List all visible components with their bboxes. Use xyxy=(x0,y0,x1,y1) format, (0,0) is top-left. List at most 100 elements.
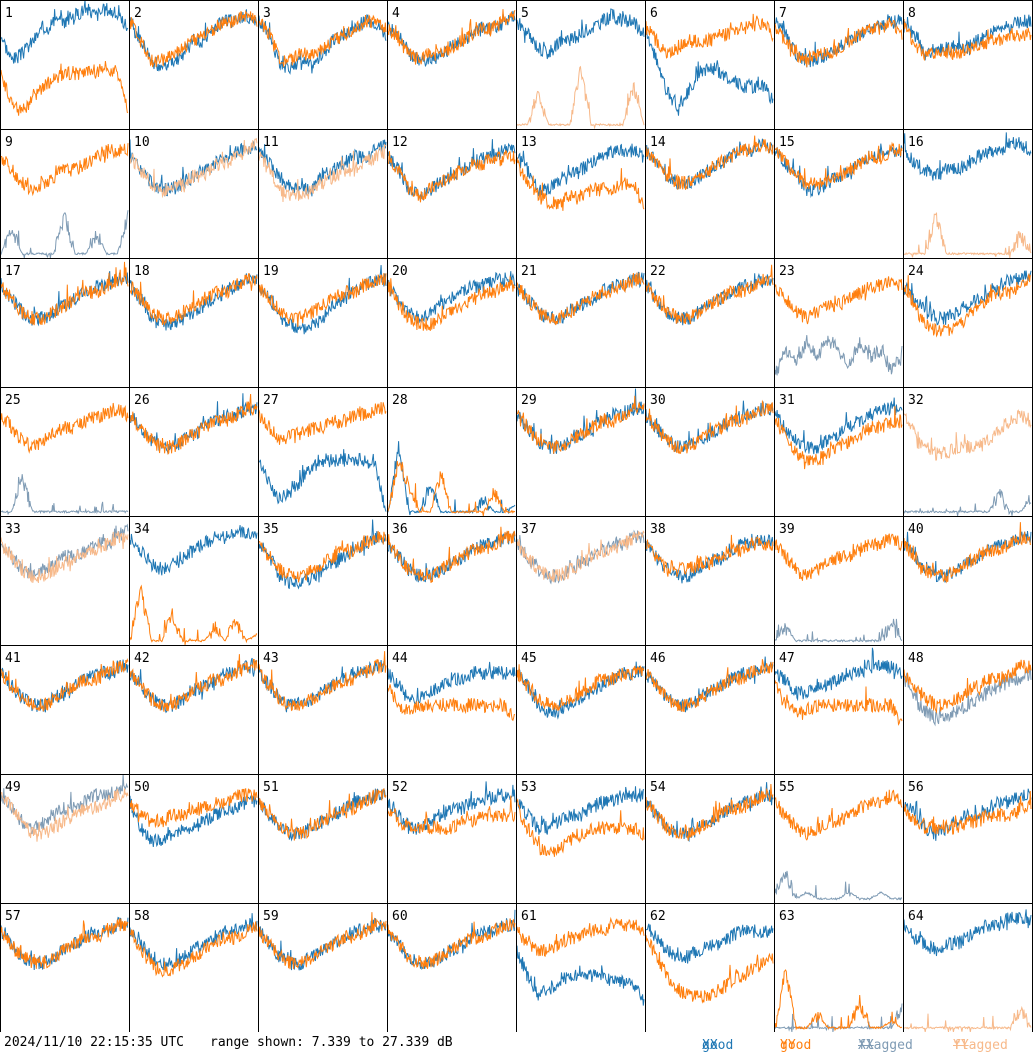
panel-24-xx-line xyxy=(903,270,1032,326)
panel-label: 51 xyxy=(263,780,279,795)
panel-50-yy-line xyxy=(129,787,258,829)
panel-3: 3 xyxy=(258,0,388,130)
panel-3-yy-line xyxy=(258,14,387,68)
panel-13-yy-line xyxy=(516,157,645,211)
panel-16-yy-line xyxy=(903,212,1032,258)
panel-9-frame xyxy=(0,129,130,259)
panel-4-xx-line xyxy=(387,10,516,68)
panel-7: 7 xyxy=(774,0,904,130)
panel-32-yy-line xyxy=(903,409,1032,461)
panel-56-yy-line xyxy=(903,790,1032,836)
panel-26: 26 xyxy=(129,387,259,517)
panel-27-yy-line xyxy=(258,402,387,445)
panel-label: 39 xyxy=(779,522,795,537)
panel-11: 11 xyxy=(258,129,388,259)
panel-label: 57 xyxy=(5,909,21,924)
panel-5-xx-line xyxy=(516,8,645,60)
panel-36-yy-line xyxy=(387,526,516,583)
panel-49-xx-line xyxy=(0,774,129,835)
panel-label: 47 xyxy=(779,651,795,666)
panel-label: 10 xyxy=(134,135,150,150)
panel-14-yy-line xyxy=(645,135,774,190)
panel-52-yy-line xyxy=(387,795,516,836)
panel-12: 12 xyxy=(387,129,517,259)
panel-label: 60 xyxy=(392,909,408,924)
panel-label: 12 xyxy=(392,135,408,150)
panel-51-yy-line xyxy=(258,788,387,841)
panel-44-xx-line xyxy=(387,661,516,705)
panel-label: 49 xyxy=(5,780,21,795)
panel-17-yy-line xyxy=(0,261,129,326)
panel-15: 15 xyxy=(774,129,904,259)
panel-label: 21 xyxy=(521,264,537,279)
panel-label: 35 xyxy=(263,522,279,537)
panel-21: 21 xyxy=(516,258,646,388)
panel-label: 27 xyxy=(263,393,279,408)
panel-27-xx-line xyxy=(258,449,387,512)
panel-25: 25 xyxy=(0,387,130,517)
panel-label: 42 xyxy=(134,651,150,666)
panel-52: 52 xyxy=(387,774,517,904)
panel-23-xx-line xyxy=(774,335,903,376)
legend-flagged-xx-pol: XX xyxy=(858,1038,874,1053)
panel-32: 32 xyxy=(903,387,1033,517)
panel-13: 13 xyxy=(516,129,646,259)
panel-label: 29 xyxy=(521,393,537,408)
panel-label: 26 xyxy=(134,393,150,408)
panel-1-xx-line xyxy=(0,0,129,64)
legend-flagged-yy-word: flagged xyxy=(953,1038,1008,1053)
panel-18-xx-line xyxy=(129,273,258,331)
panel-label: 46 xyxy=(650,651,666,666)
panel-label: 31 xyxy=(779,393,795,408)
panel-label: 62 xyxy=(650,909,666,924)
panel-17: 17 xyxy=(0,258,130,388)
panel-57: 57 xyxy=(0,903,130,1032)
panel-1-yy-line xyxy=(0,61,129,116)
panel-label: 36 xyxy=(392,522,408,537)
legend-flagged-xx-word: flagged xyxy=(858,1038,913,1053)
panel-54: 54 xyxy=(645,774,775,904)
panel-40: 40 xyxy=(903,516,1033,646)
panel-30: 30 xyxy=(645,387,775,517)
panel-44-yy-line xyxy=(387,684,516,722)
panel-label: 44 xyxy=(392,651,408,666)
panel-label: 8 xyxy=(908,6,916,21)
panel-9: 9 xyxy=(0,129,130,259)
panel-57-yy-line xyxy=(0,918,129,970)
panel-label: 18 xyxy=(134,264,150,279)
panel-21-yy-line xyxy=(516,272,645,326)
panel-18: 18 xyxy=(129,258,259,388)
panel-label: 23 xyxy=(779,264,795,279)
panel-label: 9 xyxy=(5,135,13,150)
panel-label: 13 xyxy=(521,135,537,150)
panel-36: 36 xyxy=(387,516,517,646)
panel-19: 19 xyxy=(258,258,388,388)
panel-9-yy-line xyxy=(1,143,129,197)
panel-label: 3 xyxy=(263,6,271,21)
legend-flagged-yy-pol: YY xyxy=(953,1038,969,1053)
panel-49-yy-line xyxy=(0,788,129,842)
panel-27: 27 xyxy=(258,387,388,517)
panel-label: 59 xyxy=(263,909,279,924)
panel-label: 53 xyxy=(521,780,537,795)
panel-29-yy-line xyxy=(516,395,645,454)
panel-51-xx-line xyxy=(258,788,387,842)
panel-label: 54 xyxy=(650,780,666,795)
panel-33: 33 xyxy=(0,516,130,646)
panel-label: 45 xyxy=(521,651,537,666)
panel-58-xx-line xyxy=(129,913,258,971)
panel-2-yy-line xyxy=(129,9,258,68)
panel-10: 10 xyxy=(129,129,259,259)
panel-38: 38 xyxy=(645,516,775,646)
panel-3-xx-line xyxy=(258,14,387,75)
panel-42-yy-line xyxy=(129,654,258,712)
panel-49: 49 xyxy=(0,774,130,904)
panel-64: 64 xyxy=(903,903,1033,1032)
panel-label: 34 xyxy=(134,522,150,537)
panel-55-xx-line xyxy=(774,870,903,901)
panel-38-xx-line xyxy=(645,533,774,584)
panel-22-xx-line xyxy=(645,272,774,326)
panel-14: 14 xyxy=(645,129,775,259)
panel-58-yy-line xyxy=(129,921,258,978)
